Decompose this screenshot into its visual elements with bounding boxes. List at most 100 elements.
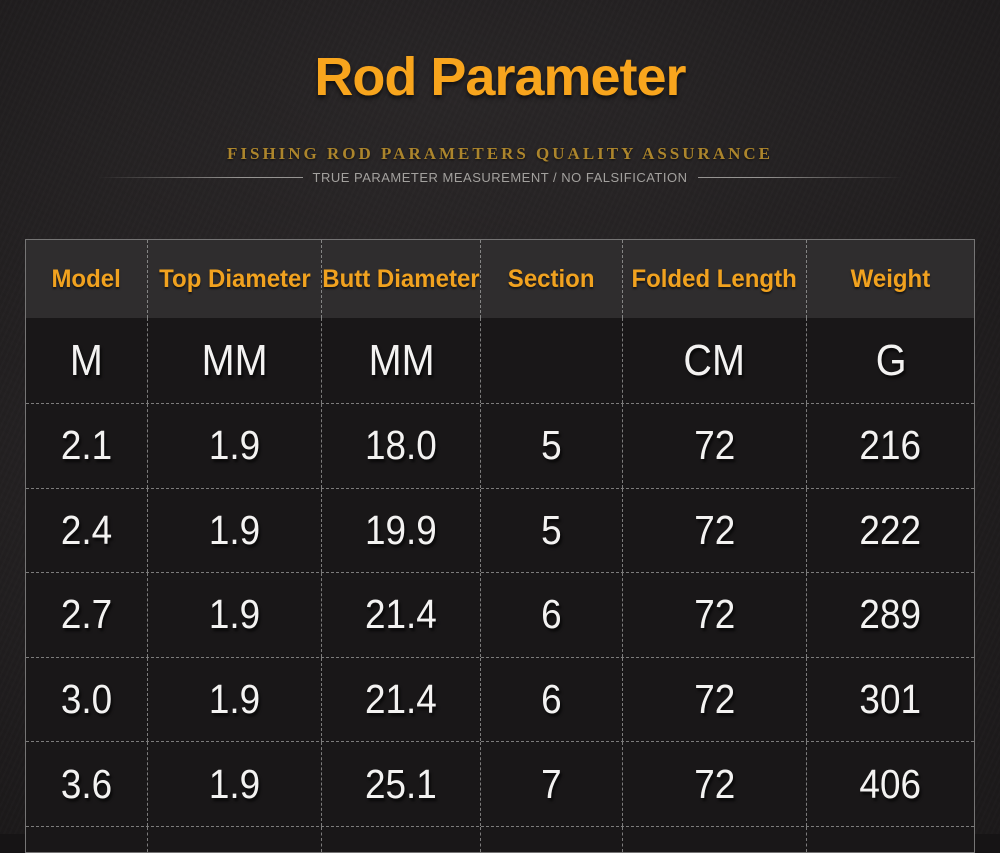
column-header-label: Butt Diameter xyxy=(322,264,480,293)
unit-cell: G xyxy=(807,318,974,403)
unit-cell: M xyxy=(26,318,148,403)
table-cell xyxy=(148,826,323,852)
table-row-cropped xyxy=(26,825,974,852)
cell-value: 222 xyxy=(859,506,922,553)
cell-value: 2.7 xyxy=(60,591,113,638)
column-header-label: Section xyxy=(508,264,595,293)
table-cell: 1.9 xyxy=(148,404,323,488)
unit-label: MM xyxy=(201,335,268,385)
tagline: TRUE PARAMETER MEASUREMENT / NO FALSIFIC… xyxy=(312,170,688,185)
column-header-section: Section xyxy=(481,240,623,318)
cell-value: 18.0 xyxy=(365,422,438,469)
cell-value: 25.1 xyxy=(365,760,438,807)
column-header-top-diameter: Top Diameter xyxy=(148,240,323,318)
table-cell: 216 xyxy=(807,404,974,488)
unit-cell: MM xyxy=(148,318,323,403)
cell-value: 1.9 xyxy=(208,591,261,638)
table-cell: 2.1 xyxy=(26,404,148,488)
cell-value: 289 xyxy=(859,591,922,638)
table-cell: 406 xyxy=(807,742,974,826)
subtitle: FISHING ROD PARAMETERS QUALITY ASSURANCE xyxy=(226,144,773,163)
column-header-model: Model xyxy=(26,240,148,318)
column-header-butt-diameter: Butt Diameter xyxy=(322,240,482,318)
column-header-label: Folded Length xyxy=(631,264,798,293)
cell-value: 2.1 xyxy=(60,422,113,469)
table-cell: 7 xyxy=(481,742,623,826)
cell-value: 19.9 xyxy=(365,506,438,553)
cell-value: 301 xyxy=(859,676,922,723)
table-cell: 301 xyxy=(807,658,974,742)
spec-table: Model Top Diameter Butt Diameter Section… xyxy=(25,239,975,853)
table-cell: 3.6 xyxy=(26,742,148,826)
table-cell xyxy=(322,826,482,852)
table-cell: 5 xyxy=(481,488,623,573)
cell-value: 1.9 xyxy=(208,506,261,553)
column-header-label: Top Diameter xyxy=(158,264,311,293)
table-cell xyxy=(26,826,148,852)
unit-label: CM xyxy=(683,335,746,385)
table-cell: 1.9 xyxy=(148,657,323,742)
unit-cell xyxy=(481,318,623,403)
table-cell: 25.1 xyxy=(322,742,482,826)
table-cell: 2.7 xyxy=(26,573,148,657)
cell-value: 2.4 xyxy=(60,506,113,553)
unit-label: MM xyxy=(368,335,435,385)
table-row: 3.6 1.9 25.1 7 72 406 xyxy=(26,741,974,826)
table-cell: 72 xyxy=(623,404,808,488)
table-row: 2.7 1.9 21.4 6 72 289 xyxy=(26,572,974,657)
table-cell: 72 xyxy=(623,573,808,657)
table-cell: 1.9 xyxy=(148,488,323,573)
column-header-weight: Weight xyxy=(807,240,974,318)
table-cell xyxy=(807,827,974,852)
table-cell: 72 xyxy=(623,742,808,826)
cell-value: 72 xyxy=(693,676,736,723)
cell-value: 1.9 xyxy=(208,422,261,469)
table-cell xyxy=(481,826,623,852)
cell-value: 72 xyxy=(693,591,736,638)
table-cell: 72 xyxy=(623,657,808,742)
table-cell: 289 xyxy=(807,573,974,657)
table-cell: 19.9 xyxy=(322,488,482,573)
table-cell xyxy=(623,826,808,852)
cell-value: 72 xyxy=(693,506,736,553)
table-cell: 6 xyxy=(481,573,623,657)
cell-value: 5 xyxy=(541,422,562,469)
table-cell: 6 xyxy=(481,657,623,742)
cell-value: 72 xyxy=(693,760,736,807)
table-cell: 21.4 xyxy=(322,573,482,657)
cell-value: 3.6 xyxy=(60,760,113,807)
tagline-right-line xyxy=(697,177,903,178)
table-cell: 222 xyxy=(807,489,974,573)
unit-label: G xyxy=(875,335,907,385)
table-row: 3.0 1.9 21.4 6 72 301 xyxy=(26,656,974,742)
table-cell: 72 xyxy=(623,488,808,573)
table-cell: 1.9 xyxy=(148,573,323,657)
cell-value: 72 xyxy=(693,422,736,469)
cell-value: 21.4 xyxy=(365,676,438,723)
cell-value: 6 xyxy=(541,676,562,723)
table-cell: 18.0 xyxy=(322,404,482,488)
column-header-label: Model xyxy=(51,264,122,293)
table-cell: 3.0 xyxy=(26,657,148,742)
cell-value: 1.9 xyxy=(208,760,261,807)
cell-value: 21.4 xyxy=(365,591,438,638)
tagline-left-line xyxy=(97,177,303,178)
cell-value: 6 xyxy=(541,591,562,638)
table-cell: 2.4 xyxy=(26,488,148,573)
unit-cell: CM xyxy=(623,318,808,403)
table-cell: 5 xyxy=(481,404,623,488)
unit-label: M xyxy=(69,335,103,385)
table-cell: 1.9 xyxy=(148,742,323,826)
tagline-row: TRUE PARAMETER MEASUREMENT / NO FALSIFIC… xyxy=(0,170,1000,185)
cell-value: 3.0 xyxy=(60,676,113,723)
column-header-folded-length: Folded Length xyxy=(623,240,808,318)
table-row: 2.1 1.9 18.0 5 72 216 xyxy=(26,403,974,488)
table-cell: 21.4 xyxy=(322,657,482,742)
unit-cell: MM xyxy=(322,318,482,403)
units-row: M MM MM CM G xyxy=(26,318,974,403)
cell-value: 216 xyxy=(859,422,922,469)
cell-value: 1.9 xyxy=(208,676,261,723)
cell-value: 406 xyxy=(859,760,922,807)
cell-value: 5 xyxy=(541,506,562,553)
